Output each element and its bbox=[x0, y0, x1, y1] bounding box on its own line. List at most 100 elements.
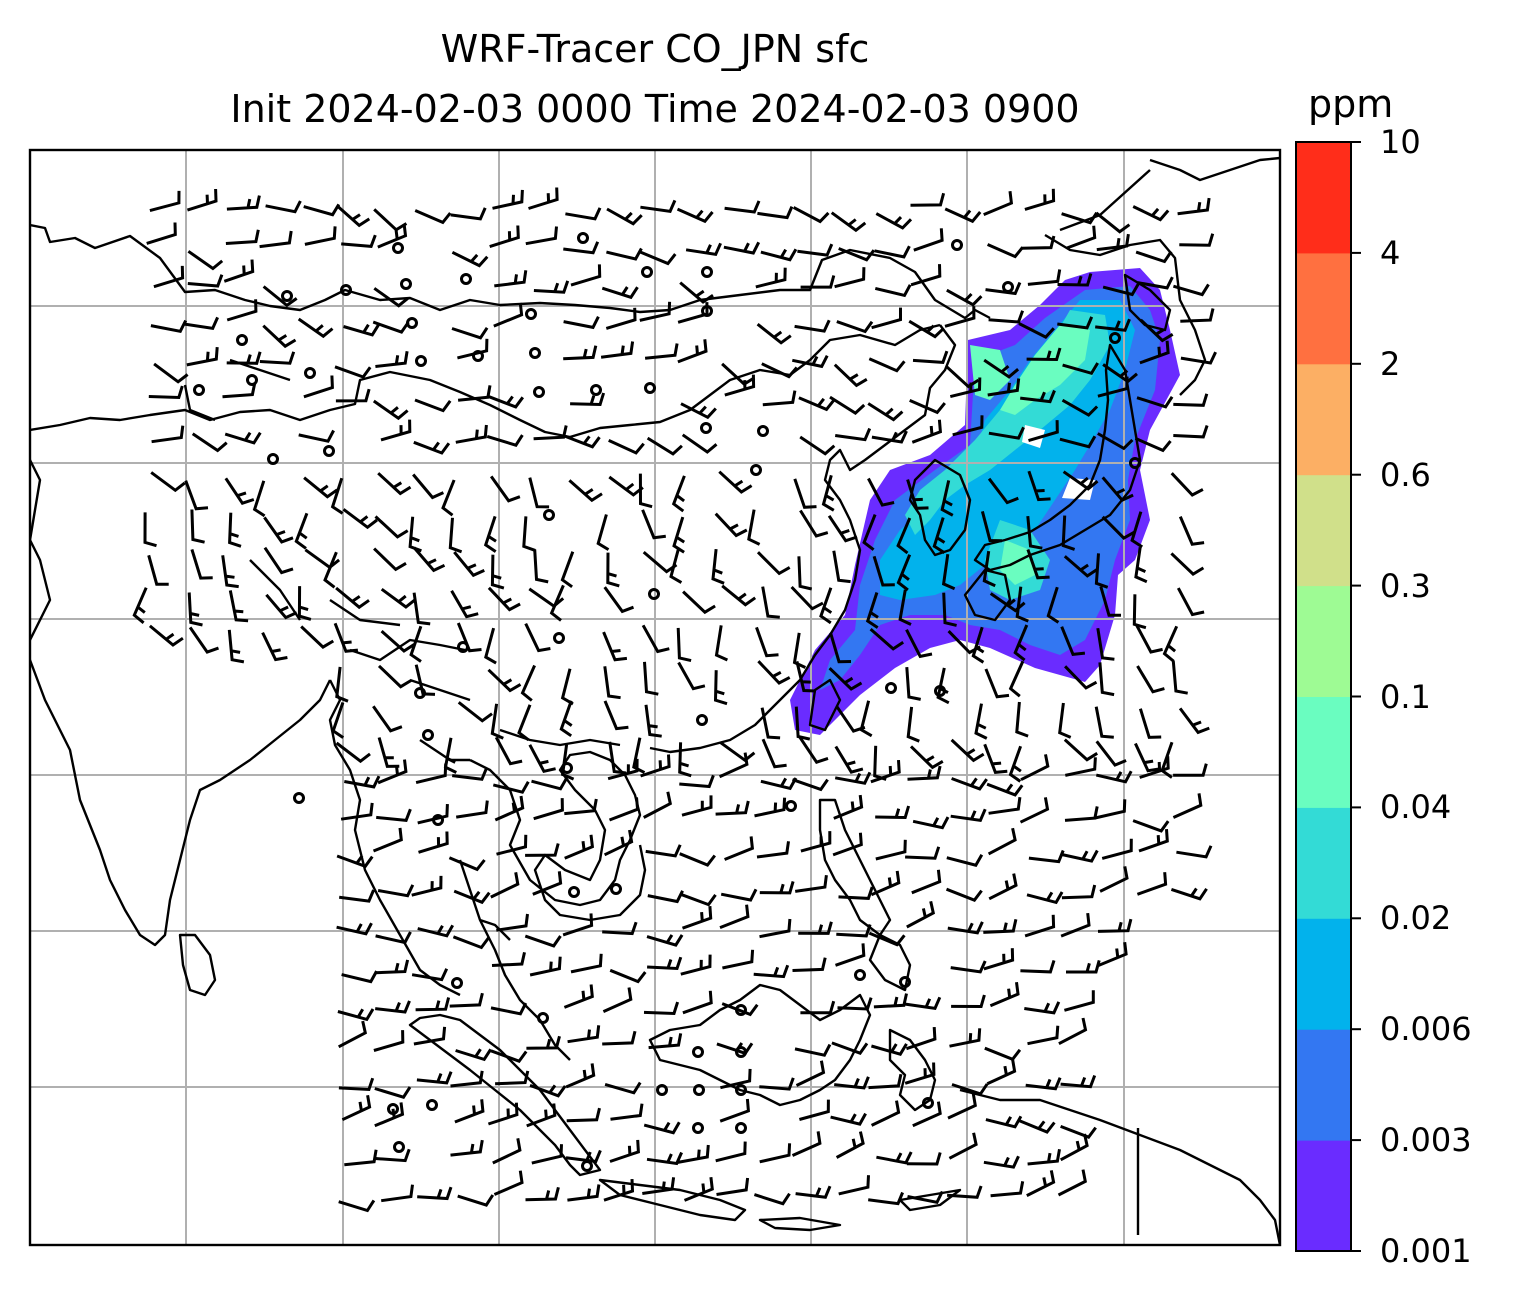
wind-barb bbox=[676, 207, 714, 224]
wind-barb bbox=[988, 426, 1025, 440]
calm-wind-marker bbox=[460, 273, 472, 285]
wind-barb bbox=[944, 306, 976, 328]
wind-barb bbox=[819, 587, 833, 625]
wind-barb bbox=[798, 736, 829, 764]
wind-barb bbox=[640, 199, 677, 214]
wind-barb bbox=[795, 661, 816, 693]
wind-barb bbox=[711, 548, 725, 585]
wind-barb bbox=[1027, 1148, 1061, 1166]
wind-barb bbox=[377, 664, 412, 689]
wind-barb bbox=[905, 1027, 937, 1051]
wind-barb bbox=[1015, 586, 1029, 623]
wind-barb bbox=[759, 1143, 792, 1164]
wind-barb bbox=[946, 1185, 983, 1199]
wind-barb bbox=[799, 509, 829, 538]
wind-barb bbox=[372, 827, 403, 853]
wind-barb bbox=[565, 207, 602, 221]
wind-barb bbox=[448, 517, 463, 554]
wind-barb bbox=[910, 264, 942, 287]
wind-barb bbox=[412, 546, 446, 573]
calm-wind-marker bbox=[533, 386, 545, 398]
wind-barb bbox=[794, 319, 831, 333]
wind-barb bbox=[457, 338, 489, 360]
wind-barb bbox=[331, 702, 345, 739]
wind-barb bbox=[1025, 1077, 1062, 1091]
wind-barb bbox=[1020, 389, 1056, 404]
calm-wind-marker bbox=[656, 1084, 668, 1096]
calm-wind-marker bbox=[785, 800, 797, 812]
wind-barb bbox=[492, 1138, 522, 1165]
wind-barb bbox=[339, 889, 375, 903]
colorbar-segment bbox=[1296, 142, 1351, 254]
wind-barb bbox=[986, 1059, 1017, 1086]
wind-barb bbox=[829, 632, 852, 664]
wind-barb bbox=[875, 212, 913, 230]
wind-barb bbox=[870, 1100, 901, 1127]
coast-sri-lanka bbox=[178, 933, 217, 997]
wind-barb bbox=[986, 243, 1024, 259]
calm-wind-marker bbox=[692, 1046, 704, 1058]
map-area bbox=[30, 150, 1280, 1245]
wind-barb bbox=[719, 1098, 750, 1123]
wind-barb bbox=[682, 990, 713, 1015]
wind-barb bbox=[1095, 770, 1133, 784]
wind-barb bbox=[450, 207, 487, 221]
wind-barb bbox=[869, 627, 905, 651]
wind-barb bbox=[374, 515, 409, 539]
wind-barb bbox=[1015, 701, 1029, 738]
calm-wind-marker bbox=[692, 1122, 704, 1134]
wind-barb bbox=[646, 436, 683, 456]
wind-barb bbox=[297, 317, 334, 339]
wind-barb bbox=[451, 250, 489, 268]
wind-barb bbox=[1024, 914, 1056, 938]
wind-barb bbox=[1061, 884, 1097, 900]
wind-barb bbox=[1180, 308, 1215, 323]
wind-barb bbox=[718, 470, 753, 494]
wind-barb bbox=[1095, 740, 1127, 767]
wind-barb bbox=[870, 870, 901, 897]
wind-barb bbox=[563, 345, 598, 361]
wind-barb bbox=[565, 1149, 602, 1164]
wind-barb bbox=[646, 1151, 683, 1166]
wind-barb bbox=[1024, 1001, 1061, 1015]
wind-barb bbox=[1057, 1169, 1087, 1197]
wind-barb bbox=[223, 259, 255, 283]
wind-barb bbox=[950, 808, 987, 822]
wind-barb bbox=[186, 346, 219, 367]
wind-barb bbox=[1172, 283, 1210, 297]
wind-barb bbox=[1058, 1017, 1088, 1046]
wind-barb bbox=[904, 1062, 936, 1085]
wind-barb bbox=[1057, 316, 1094, 330]
wind-barb bbox=[336, 854, 374, 869]
wind-barb bbox=[797, 243, 834, 257]
wind-barb bbox=[983, 1155, 1020, 1169]
wind-barb bbox=[950, 960, 987, 974]
wind-barb bbox=[528, 477, 550, 509]
wind-barb bbox=[798, 921, 833, 935]
calm-wind-marker bbox=[644, 382, 656, 394]
colorbar-frame bbox=[1295, 141, 1352, 1252]
wind-barb bbox=[1058, 702, 1072, 739]
wind-barb bbox=[1134, 546, 1148, 584]
wind-barb bbox=[722, 949, 755, 970]
wind-barb bbox=[912, 350, 949, 364]
wind-barb bbox=[871, 307, 902, 330]
wind-barb bbox=[946, 854, 984, 867]
wind-barb bbox=[526, 1103, 557, 1128]
wind-barb bbox=[570, 953, 603, 974]
calm-wind-marker bbox=[757, 425, 769, 437]
wind-barb bbox=[494, 795, 525, 822]
calm-wind-marker bbox=[537, 1012, 549, 1024]
calm-wind-marker bbox=[854, 969, 866, 981]
wind-barb bbox=[671, 475, 686, 513]
wind-barb bbox=[441, 479, 456, 517]
wind-barb bbox=[759, 918, 792, 939]
wind-barb bbox=[417, 1186, 453, 1201]
wind-barb bbox=[491, 951, 526, 967]
wind-barb bbox=[1132, 205, 1170, 222]
wind-barb bbox=[832, 550, 851, 584]
wind-barb bbox=[1136, 665, 1165, 694]
wind-barb bbox=[945, 365, 980, 389]
wind-barb bbox=[761, 738, 787, 769]
wind-barb bbox=[639, 250, 677, 266]
